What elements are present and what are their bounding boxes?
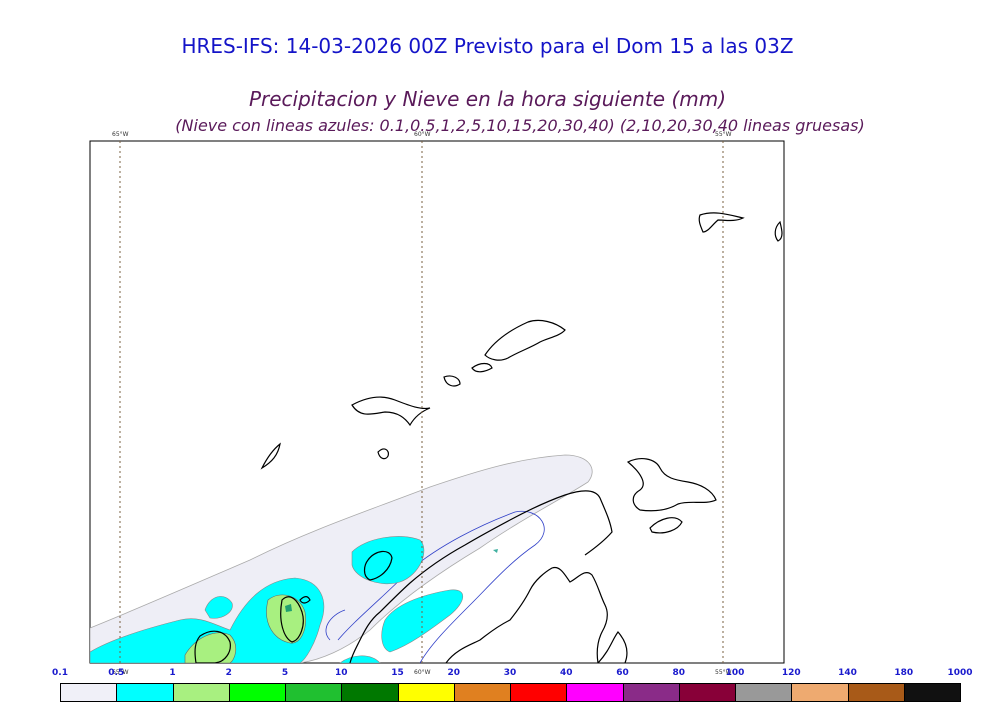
scale-threshold-label: 80 (672, 668, 686, 678)
scale-color-bin (791, 683, 849, 702)
precip-area-medium (204, 596, 233, 619)
precip-area-medium (351, 536, 425, 585)
scale-threshold-label: 100 (725, 668, 745, 678)
scale-color-bin (510, 683, 568, 702)
precip-area-heavy (266, 594, 306, 644)
precip-area-medium (90, 577, 325, 663)
scale-threshold-label: 5 (281, 668, 289, 678)
scale-threshold-label: 0.5 (108, 668, 125, 678)
meridian-label-bottom: 60°W (414, 669, 431, 676)
meridian-label-top: 65°W (112, 131, 129, 138)
precip-area-heavy (493, 549, 498, 553)
scale-threshold-label: 15 (391, 668, 404, 678)
scale-threshold-label: 0.1 (52, 668, 68, 678)
scale-color-bin (397, 683, 455, 702)
meridian-label-top: 60°W (414, 131, 431, 138)
map-title: HRES-IFS: 14-03-2026 00Z Previsto para e… (181, 34, 794, 58)
scale-color-bin (622, 683, 680, 702)
scale-color-bin (228, 683, 286, 702)
scale-threshold-label: 30 (503, 668, 517, 678)
meridian-lines (119, 141, 724, 663)
scale-color-bin (172, 683, 230, 702)
scale-color-bin (566, 683, 624, 702)
scale-color-bin (285, 683, 343, 702)
meridian-label-bottom: 55°W (715, 669, 732, 676)
scale-color-bin (847, 683, 905, 702)
scale-color-bin (735, 683, 793, 702)
scale-color-bin (341, 683, 399, 702)
snow-contour (325, 609, 346, 641)
scale-threshold-label: 1000 (947, 668, 973, 678)
scale-threshold-label: 60 (616, 668, 629, 678)
scale-threshold-label: 180 (894, 668, 914, 678)
scale-threshold-label: 1 (169, 668, 176, 678)
snow-contour (337, 510, 545, 663)
meridian-label-bottom: 65°W (112, 669, 129, 676)
scale-threshold-label: 120 (781, 668, 801, 678)
scale-color-bin (678, 683, 736, 702)
scale-color-bin (903, 683, 961, 702)
meridian-label-top: 55°W (715, 131, 732, 138)
scale-threshold-label: 140 (838, 668, 857, 678)
scale-color-bin (116, 683, 174, 702)
map-subtitle: Precipitacion y Nieve en la hora siguien… (248, 87, 727, 111)
coastlines (194, 212, 783, 663)
scale-color-bin (453, 683, 511, 702)
scale-threshold-label: 2 (225, 668, 232, 678)
scale-color-bin (60, 683, 118, 702)
precip-area-heavy (184, 632, 237, 663)
scale-threshold-label: 40 (559, 668, 573, 678)
precip-area-heavy (285, 604, 292, 612)
map-note: (Nieve con lineas azules: 0.1,0.5,1,2,5,… (175, 116, 865, 135)
scale-threshold-label: 10 (334, 668, 348, 678)
scale-threshold-label: 20 (447, 668, 461, 678)
